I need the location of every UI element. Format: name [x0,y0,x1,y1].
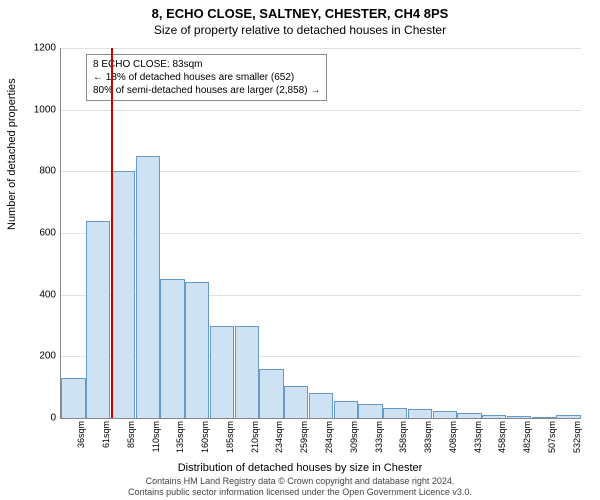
y-tick-label: 600 [39,228,61,239]
x-tick-label: 433sqm [473,421,483,453]
x-tick-label: 61sqm [101,421,111,448]
histogram-bar [284,386,308,418]
x-tick-label: 185sqm [225,421,235,453]
histogram-bar [259,369,283,418]
y-tick-label: 0 [50,413,61,424]
x-tick-label: 110sqm [151,421,161,452]
x-tick-label: 482sqm [522,421,532,453]
histogram-bar [160,279,184,418]
x-tick-label: 507sqm [547,421,557,453]
x-tick-label: 408sqm [448,421,458,453]
annotation-line: ← 18% of detached houses are smaller (65… [93,71,320,84]
histogram-bar [61,378,85,418]
histogram-bar [235,326,259,419]
histogram-bar [433,411,457,418]
footer-line-1: Contains HM Land Registry data © Crown c… [0,476,600,487]
footer-line-2: Contains public sector information licen… [0,487,600,498]
histogram-bar [408,409,432,418]
histogram-bar [309,393,333,418]
reference-marker-line [111,48,113,418]
histogram-bar [111,171,135,418]
x-tick-label: 85sqm [126,421,136,448]
x-tick-label: 383sqm [423,421,433,453]
histogram-bar [136,156,160,418]
annotation-line: 80% of semi-detached houses are larger (… [93,84,320,97]
histogram-bar [532,417,556,418]
histogram-bar [86,221,110,418]
x-axis-label: Distribution of detached houses by size … [0,462,600,474]
page-title: 8, ECHO CLOSE, SALTNEY, CHESTER, CH4 8PS [0,0,600,21]
x-tick-label: 234sqm [274,421,284,453]
x-tick-label: 333sqm [374,421,384,453]
x-tick-label: 358sqm [398,421,408,453]
gridline [61,48,581,49]
x-tick-label: 458sqm [497,421,507,453]
annotation-box: 8 ECHO CLOSE: 83sqm← 18% of detached hou… [86,54,327,101]
x-tick-label: 259sqm [299,421,309,453]
histogram-bar [482,415,506,418]
histogram-bar [457,413,481,418]
y-axis-label: Number of detached properties [6,78,18,230]
y-tick-label: 1000 [34,104,61,115]
annotation-line: 8 ECHO CLOSE: 83sqm [93,58,320,71]
histogram-bar [507,416,531,418]
histogram-bar [185,282,209,418]
y-tick-label: 1200 [34,43,61,54]
x-tick-label: 135sqm [175,421,185,453]
y-tick-label: 400 [39,289,61,300]
histogram-bar [383,408,407,418]
gridline [61,110,581,111]
x-tick-label: 36sqm [76,421,86,448]
x-tick-label: 532sqm [572,421,582,453]
histogram-bar [334,401,358,418]
chart-plot-area: 8 ECHO CLOSE: 83sqm← 18% of detached hou… [60,48,581,419]
y-tick-label: 800 [39,166,61,177]
histogram-bar [358,404,382,418]
y-tick-label: 200 [39,351,61,362]
page-subtitle: Size of property relative to detached ho… [0,21,600,41]
x-tick-label: 210sqm [250,421,260,453]
footer-attribution: Contains HM Land Registry data © Crown c… [0,476,600,498]
x-tick-label: 284sqm [324,421,334,453]
histogram-bar [210,326,234,419]
chart-container: 8, ECHO CLOSE, SALTNEY, CHESTER, CH4 8PS… [0,0,600,500]
histogram-bar [556,415,580,418]
x-tick-label: 160sqm [200,421,210,453]
x-tick-label: 309sqm [349,421,359,453]
